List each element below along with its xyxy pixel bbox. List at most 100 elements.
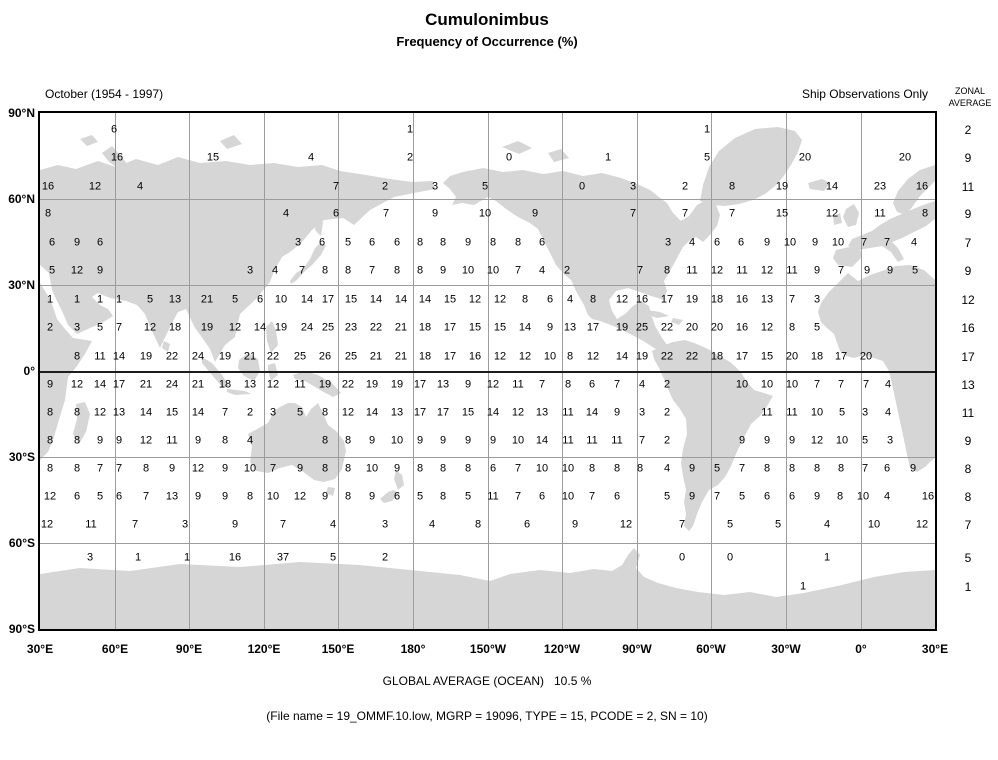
grid-value: 13 (165, 490, 179, 503)
grid-value: 17 (834, 350, 848, 363)
grid-value: 7 (221, 406, 229, 419)
grid-value: 10 (478, 207, 492, 220)
grid-value: 12 (191, 462, 205, 475)
grid-value: 13 (436, 378, 450, 391)
landmass-eurasia (40, 157, 435, 362)
grid-value: 4 (884, 378, 892, 391)
grid-value: 13 (760, 293, 774, 306)
grid-value: 17 (436, 406, 450, 419)
grid-value: 9 (613, 406, 621, 419)
grid-value: 8 (246, 490, 254, 503)
landmass-tasmania (326, 487, 335, 496)
grid-value: 8 (439, 462, 447, 475)
grid-value: 6 (763, 490, 771, 503)
grid-value: 20 (710, 321, 724, 334)
grid-value: 8 (44, 207, 52, 220)
grid-value: 15 (443, 293, 457, 306)
latitude-gridline (40, 457, 935, 458)
grid-value: 9 (464, 378, 472, 391)
lat-tick-label: 30°S (8, 450, 35, 464)
grid-value: 8 (788, 321, 796, 334)
grid-value: 12 (40, 518, 54, 531)
grid-value: 8 (439, 236, 447, 249)
grid-value: 5 (48, 264, 56, 277)
grid-value: 9 (73, 236, 81, 249)
grid-value: 9 (738, 434, 746, 447)
grid-value: 8 (763, 462, 771, 475)
grid-value: 15 (206, 151, 220, 164)
grid-value: 7 (332, 180, 340, 193)
grid-value: 25 (635, 321, 649, 334)
lon-tick-label: 120°E (247, 642, 281, 656)
grid-value: 5 (726, 518, 734, 531)
grid-value: 5 (231, 293, 239, 306)
grid-value: 7 (514, 462, 522, 475)
grid-value: 0 (726, 551, 734, 564)
lon-tick-label: 60°E (101, 642, 129, 656)
landmass-borneo (238, 353, 260, 381)
grid-value: 7 (368, 264, 376, 277)
grid-value: 11 (512, 378, 524, 391)
grid-value: 14 (518, 321, 532, 334)
lat-tick-label: 60°N (8, 192, 35, 206)
zonal-average-value: 1 (964, 580, 972, 594)
grid-value: 14 (139, 406, 153, 419)
grid-value: 8 (588, 462, 596, 475)
grid-value: 11 (686, 264, 698, 277)
landmass-java (227, 389, 251, 395)
grid-value: 14 (93, 378, 107, 391)
grid-value: 12 (341, 406, 355, 419)
grid-value: 5 (344, 236, 352, 249)
lat-tick-label: 30°N (8, 278, 35, 292)
grid-value: 9 (439, 264, 447, 277)
grid-value: 9 (194, 434, 202, 447)
grid-value: 20 (898, 151, 912, 164)
grid-value: 19 (200, 321, 214, 334)
zonal-average-value: 7 (964, 518, 972, 532)
grid-value: 10 (810, 406, 824, 419)
lat-tick-label: 90°N (8, 106, 35, 120)
grid-value: 5 (96, 321, 104, 334)
grid-value: 10 (831, 236, 845, 249)
grid-value: 3 (181, 518, 189, 531)
grid-value: 4 (566, 293, 574, 306)
grid-value: 11 (166, 434, 178, 447)
lon-tick-label: 120°W (543, 642, 581, 656)
grid-value: 16 (228, 551, 242, 564)
grid-value: 9 (688, 490, 696, 503)
landmass-iceland (808, 179, 830, 191)
grid-value: 25 (321, 321, 335, 334)
landmass-ireland (833, 213, 842, 225)
grid-value: 9 (439, 434, 447, 447)
grid-value: 10 (266, 490, 280, 503)
grid-value: 12 (760, 264, 774, 277)
grid-value: 4 (638, 378, 646, 391)
lat-tick-label: 60°S (8, 536, 35, 550)
grid-value: 14 (418, 293, 432, 306)
grid-value: 6 (588, 378, 596, 391)
grid-value: 6 (613, 490, 621, 503)
file-info-label: (File name = 19_OMMF.10.low, MGRP = 1909… (266, 709, 708, 723)
grid-value: 3 (381, 518, 389, 531)
grid-value: 5 (329, 551, 337, 564)
grid-value: 7 (837, 264, 845, 277)
grid-value: 4 (688, 236, 696, 249)
grid-value: 4 (823, 518, 831, 531)
grid-value: 8 (73, 350, 81, 363)
grid-value: 24 (165, 378, 179, 391)
grid-value: 8 (344, 264, 352, 277)
grid-value: 13 (563, 321, 577, 334)
grid-value: 20 (859, 350, 873, 363)
grid-value: 9 (863, 264, 871, 277)
grid-value: 8 (46, 434, 54, 447)
grid-value: 12 (915, 518, 929, 531)
grid-value: 12 (70, 378, 84, 391)
grid-value: 8 (589, 293, 597, 306)
grid-value: 7 (636, 264, 644, 277)
grid-value: 11 (586, 434, 598, 447)
grid-value: 3 (886, 434, 894, 447)
grid-value: 12 (70, 264, 84, 277)
grid-value: 3 (813, 293, 821, 306)
grid-value: 13 (535, 406, 549, 419)
grid-value: 2 (663, 434, 671, 447)
